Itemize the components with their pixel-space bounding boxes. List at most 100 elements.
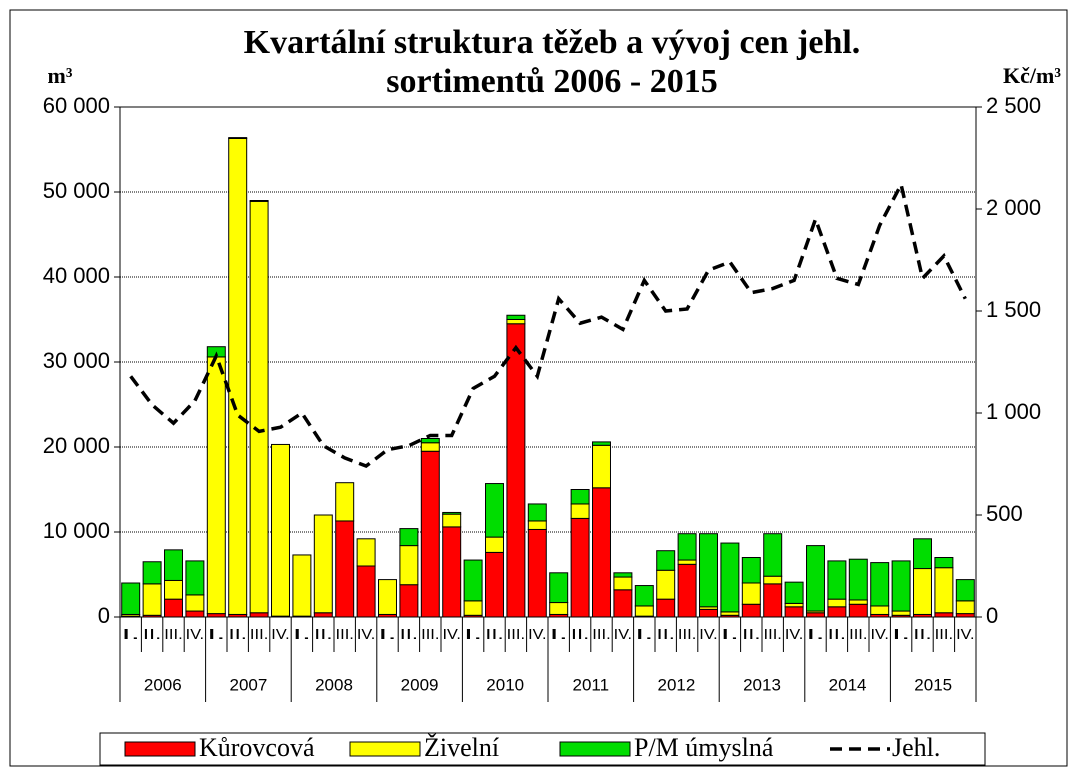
y2-tick-label: 1 000 xyxy=(986,399,1041,424)
x-tick-label: II. xyxy=(913,626,931,643)
x-tick-label: IV. xyxy=(871,626,889,643)
x-group-label: 2010 xyxy=(486,675,524,694)
bar-segment xyxy=(848,603,868,618)
bar-segment xyxy=(121,582,141,615)
legend-label: Kůrovcová xyxy=(199,733,315,762)
bar-segment xyxy=(527,503,547,522)
bar-segment xyxy=(699,608,718,618)
x-tick-label: II. xyxy=(742,626,760,643)
bar-segment xyxy=(335,482,355,522)
bar-segment xyxy=(634,585,654,607)
x-tick-label: II. xyxy=(657,626,675,643)
x-tick-label: I. xyxy=(635,626,653,643)
y-tick-label: 40 000 xyxy=(43,263,110,288)
x-group-label: 2011 xyxy=(573,675,610,694)
bar-segment xyxy=(185,560,205,596)
bar-segment xyxy=(613,589,633,618)
legend-label: Živelní xyxy=(424,733,499,762)
bar-segment xyxy=(399,528,419,547)
x-group-label: 2006 xyxy=(144,675,182,694)
legend-swatch xyxy=(349,741,421,757)
y-tick-label: 10 000 xyxy=(43,518,110,543)
bar-segment xyxy=(570,503,590,519)
bar-segment xyxy=(720,611,740,616)
bar-segment xyxy=(934,557,954,569)
y-tick-label: 60 000 xyxy=(43,93,110,118)
bar-segment xyxy=(592,441,611,446)
price-line xyxy=(129,179,967,469)
y-axis-label: m³ xyxy=(48,63,73,88)
x-group-label: 2013 xyxy=(743,675,781,694)
bar-segment xyxy=(570,517,590,618)
x-tick-label: II. xyxy=(571,626,589,643)
x-tick-label: III. xyxy=(336,626,354,643)
bar-segment xyxy=(420,450,440,618)
y2-tick-label: 2 000 xyxy=(986,195,1041,220)
bar-segment xyxy=(848,558,868,601)
bar-segment xyxy=(955,613,975,618)
bar-segment xyxy=(506,323,526,618)
x-tick-label: III. xyxy=(592,626,610,643)
bar-segment xyxy=(463,600,483,616)
bar-segment xyxy=(913,538,932,570)
x-tick-label: I. xyxy=(892,626,910,643)
bar-segment xyxy=(249,612,269,618)
x-tick-label: I. xyxy=(464,626,482,643)
bar-segment xyxy=(142,561,162,585)
bar-segment xyxy=(827,560,847,600)
x-tick-label: IV. xyxy=(357,626,375,643)
bar-segment xyxy=(741,557,761,584)
bar-segment xyxy=(185,594,205,612)
x-tick-label: III. xyxy=(507,626,525,643)
bar-segment xyxy=(271,443,290,617)
x-tick-label: I. xyxy=(550,626,568,643)
bar-segment xyxy=(570,489,590,505)
bar-segment xyxy=(228,137,248,615)
chart-title: Kvartální struktura těžeb a vývoj cen je… xyxy=(244,24,861,61)
bar-segment xyxy=(955,600,975,615)
bar-segment xyxy=(506,314,526,320)
x-tick-label: III. xyxy=(935,626,953,643)
x-tick-label: II. xyxy=(400,626,418,643)
x-group-label: 2014 xyxy=(829,675,867,694)
bar-segment xyxy=(677,533,697,561)
bar-segment xyxy=(913,568,932,615)
y2-tick-label: 0 xyxy=(986,603,998,628)
bar-segment xyxy=(142,583,162,616)
x-group-label: 2012 xyxy=(657,675,695,694)
y-tick-label: 50 000 xyxy=(43,178,110,203)
bar-segment xyxy=(485,551,504,618)
bar-segment xyxy=(399,584,419,618)
x-tick-label: IV. xyxy=(785,626,803,643)
bar-segment xyxy=(442,526,462,618)
x-tick-label: I. xyxy=(293,626,311,643)
bar-segment xyxy=(463,559,483,602)
bar-segment xyxy=(827,598,847,608)
bar-segment xyxy=(164,579,183,600)
y2-tick-label: 500 xyxy=(986,501,1023,526)
y2-tick-label: 1 500 xyxy=(986,297,1041,322)
x-group-label: 2008 xyxy=(315,675,353,694)
bar-segment xyxy=(206,613,226,618)
x-group-label: 2009 xyxy=(401,675,439,694)
x-tick-label: III. xyxy=(849,626,867,643)
bar-segment xyxy=(613,576,633,591)
bar-segment xyxy=(592,487,611,618)
x-tick-label: IV. xyxy=(271,626,289,643)
bar-segment xyxy=(613,572,633,578)
bar-segment xyxy=(784,602,804,608)
y2-tick-label: 2 500 xyxy=(986,93,1041,118)
bar-segment xyxy=(784,606,804,618)
bar-segment xyxy=(720,542,740,613)
x-group-label: 2015 xyxy=(914,675,952,694)
x-tick-label: II. xyxy=(143,626,161,643)
y-tick-label: 30 000 xyxy=(43,348,110,373)
y-tick-label: 0 xyxy=(98,603,110,628)
x-tick-label: I. xyxy=(122,626,140,643)
legend-swatch xyxy=(124,741,196,757)
bar-segment xyxy=(228,137,248,139)
legend-label: Jehl. xyxy=(892,733,940,762)
bar-segment xyxy=(656,550,676,571)
bar-segment xyxy=(848,599,868,605)
bar-segment xyxy=(656,569,676,600)
